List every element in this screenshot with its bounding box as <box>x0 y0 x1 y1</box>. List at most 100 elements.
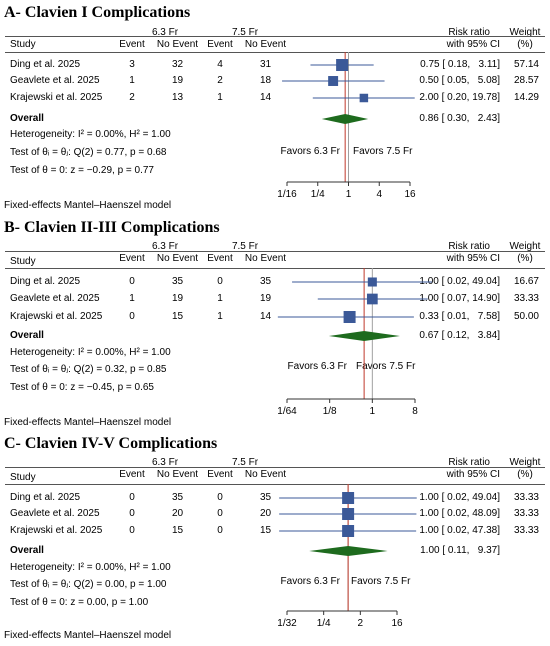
group1-header: 6.3 Fr <box>151 457 179 468</box>
ci-header: with 95% CI <box>446 253 500 264</box>
overall-diamond <box>321 114 369 124</box>
event-header: Event <box>119 469 145 480</box>
top-rule <box>5 467 545 468</box>
weight-value: 16.67 <box>513 276 539 287</box>
theta-test-text: Test of θ = 0: z = −0.29, p = 0.77 <box>10 165 154 176</box>
noevent-count-2: 20 <box>259 508 272 519</box>
weight-unit-header: (%) <box>517 253 533 264</box>
study-effect-marker <box>359 93 369 103</box>
x-axis-tick-label: 1/8 <box>323 406 337 417</box>
group2-header: 7.5 Fr <box>231 241 259 252</box>
event-count-2: 1 <box>217 293 223 304</box>
rr-header: Risk ratio <box>448 27 490 38</box>
heterogeneity-text: Heterogeneity: I² = 0.00%, H² = 1.00 <box>10 347 171 358</box>
overall-label: Overall <box>10 545 44 556</box>
noevent-count-1: 20 <box>171 508 184 519</box>
weight-header: Weight <box>509 27 541 38</box>
noevent-count-2: 18 <box>259 75 272 86</box>
noevent-count-1: 35 <box>171 276 184 287</box>
study-effect-marker <box>367 277 377 287</box>
weight-value: 14.29 <box>513 92 539 103</box>
study-effect-marker <box>328 76 339 86</box>
study-effect-marker <box>336 59 349 71</box>
study-effect-marker <box>366 293 378 305</box>
x-axis-tick-label: 1/4 <box>317 618 331 629</box>
favors-left-label: Favors 6.3 Fr <box>287 361 347 372</box>
noevent-header: No Event <box>156 253 199 264</box>
theta-test-text: Test of θ = 0: z = 0.00, p = 1.00 <box>10 597 149 608</box>
study-effect-marker <box>342 508 355 520</box>
heterogeneity-text: Heterogeneity: I² = 0.00%, H² = 1.00 <box>10 129 171 140</box>
noevent-count-1: 15 <box>171 525 184 536</box>
panel-title: C- Clavien IV-V Complications <box>4 435 218 452</box>
event-count-2: 1 <box>217 92 223 103</box>
ci-text: 1.00 [ 0.02, 49.04] <box>419 492 500 503</box>
event-count-2: 0 <box>217 525 223 536</box>
header-rule <box>5 52 545 53</box>
event-header: Event <box>207 39 233 50</box>
event-count-1: 0 <box>129 276 135 287</box>
event-count-1: 0 <box>129 492 135 503</box>
weight-unit-header: (%) <box>517 469 533 480</box>
x-axis-tick-label: 8 <box>412 406 418 417</box>
event-header: Event <box>207 469 233 480</box>
weight-value: 33.33 <box>513 293 539 304</box>
forest-plot-a: 1/16 1/4 1 4 16 <box>277 52 416 200</box>
event-count-1: 0 <box>129 508 135 519</box>
overall-ci-text: 0.86 [ 0.30, 2.43] <box>419 113 500 124</box>
study-name: Ding et al. 2025 <box>10 59 81 70</box>
study-header: Study <box>10 256 36 267</box>
forest-plot-b: 1/64 1/8 1 8 <box>277 268 432 417</box>
study-header: Study <box>10 39 36 50</box>
header-rule <box>5 484 545 485</box>
forest-plot-c: 1/32 1/4 2 16 <box>277 484 417 629</box>
forest-panel-c: C- Clavien IV-V Complications 6.3 Fr 7.5… <box>0 432 550 646</box>
noevent-count-2: 14 <box>259 92 272 103</box>
group2-header: 7.5 Fr <box>231 27 259 38</box>
top-rule <box>5 36 545 37</box>
weight-header: Weight <box>509 241 541 252</box>
favors-right-label: Favors 7.5 Fr <box>353 146 413 157</box>
rr-header: Risk ratio <box>448 241 490 252</box>
weight-value: 28.57 <box>513 75 539 86</box>
event-count-1: 1 <box>129 293 135 304</box>
group1-header: 6.3 Fr <box>151 27 179 38</box>
study-name: Ding et al. 2025 <box>10 276 81 287</box>
study-name: Geavlete et al. 2025 <box>10 293 100 304</box>
weight-value: 57.14 <box>513 59 539 70</box>
noevent-header: No Event <box>244 39 287 50</box>
study-header: Study <box>10 472 36 483</box>
model-note: Fixed-effects Mantel–Haenszel model <box>4 200 172 211</box>
event-count-1: 0 <box>129 525 135 536</box>
noevent-count-2: 35 <box>259 492 272 503</box>
event-count-1: 1 <box>129 75 135 86</box>
study-name: Krajewski et al. 2025 <box>10 525 103 536</box>
noevent-count-1: 32 <box>171 59 184 70</box>
noevent-count-2: 19 <box>259 293 272 304</box>
overall-label: Overall <box>10 330 44 341</box>
event-header: Event <box>119 253 145 264</box>
panel-title: B- Clavien II-III Complications <box>4 219 220 236</box>
study-name: Ding et al. 2025 <box>10 492 81 503</box>
x-axis-tick-label: 1 <box>370 406 376 417</box>
noevent-header: No Event <box>156 469 199 480</box>
favors-left-label: Favors 6.3 Fr <box>280 576 340 587</box>
noevent-count-2: 14 <box>259 311 272 322</box>
event-count-1: 3 <box>129 59 135 70</box>
ci-text: 1.00 [ 0.07, 14.90] <box>419 293 500 304</box>
event-count-2: 0 <box>217 492 223 503</box>
overall-diamond <box>309 546 388 556</box>
study-name: Krajewski et al. 2025 <box>10 92 103 103</box>
group2-header: 7.5 Fr <box>231 457 259 468</box>
noevent-count-1: 15 <box>171 311 184 322</box>
overall-ci-text: 1.00 [ 0.11, 9.37] <box>420 545 500 556</box>
weight-value: 33.33 <box>513 492 539 503</box>
study-effect-marker <box>342 525 355 537</box>
theta-test-text: Test of θ = 0: z = −0.45, p = 0.65 <box>10 382 154 393</box>
event-header: Event <box>207 253 233 264</box>
weight-unit-header: (%) <box>517 39 533 50</box>
x-axis-tick-label: 1 <box>346 189 352 200</box>
ci-header: with 95% CI <box>446 39 500 50</box>
study-effect-marker <box>342 492 355 504</box>
x-axis-tick-label: 4 <box>376 189 382 200</box>
